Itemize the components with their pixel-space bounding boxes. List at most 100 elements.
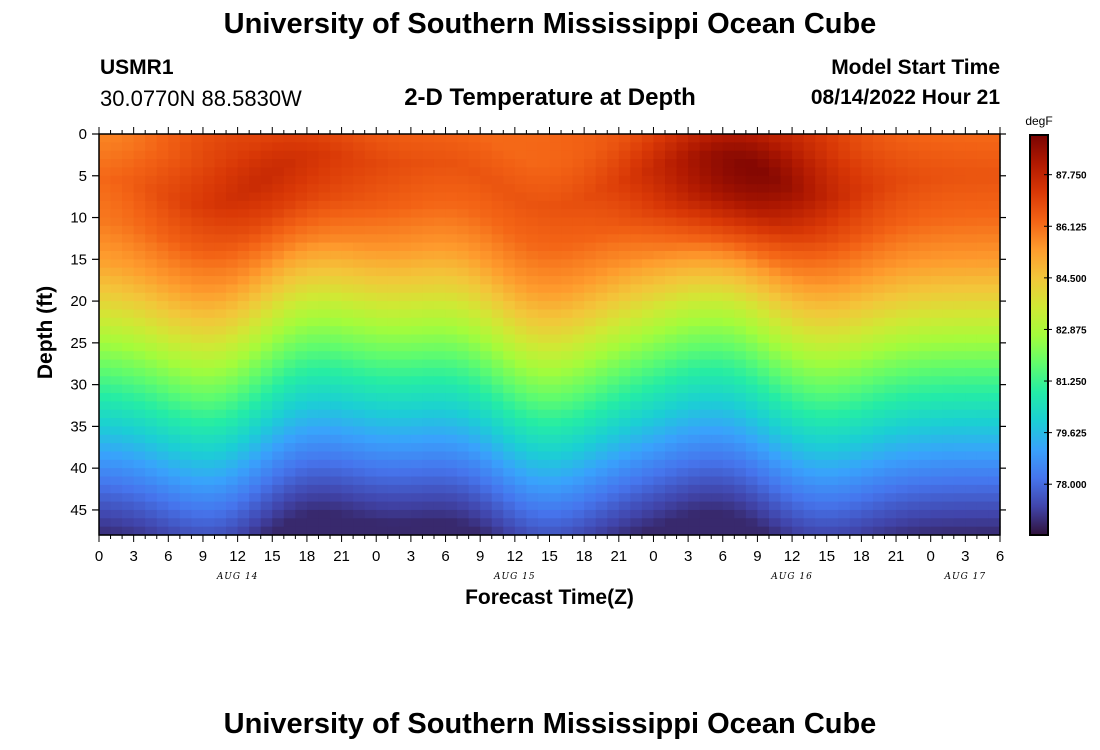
heatmap-cell (595, 250, 608, 260)
heatmap-cell (145, 317, 158, 327)
heatmap-cell (260, 267, 273, 277)
heatmap-cell (445, 175, 458, 185)
heatmap-cell (734, 401, 747, 411)
heatmap-cell (665, 367, 678, 377)
heatmap-cell (930, 234, 943, 244)
heatmap-cell (780, 217, 793, 227)
heatmap-cell (618, 468, 631, 478)
heatmap-cell (965, 359, 978, 369)
heatmap-cell (179, 501, 193, 511)
heatmap-cell (410, 359, 424, 369)
heatmap-cell (376, 259, 389, 269)
heatmap-cell (688, 443, 701, 453)
heatmap-cell (260, 142, 273, 152)
heatmap-cell (815, 334, 828, 344)
heatmap-cells (99, 134, 1001, 536)
heatmap-cell (503, 200, 516, 210)
heatmap-cell (688, 134, 701, 143)
heatmap-cell (364, 376, 377, 386)
heatmap-cell (122, 192, 135, 202)
x-tick-label: 12 (784, 548, 801, 565)
heatmap-cell (272, 359, 285, 369)
heatmap-cell (688, 159, 701, 169)
heatmap-cell (503, 142, 516, 152)
heatmap-cell (641, 359, 655, 369)
heatmap-cell (849, 426, 862, 436)
heatmap-cell (838, 526, 851, 536)
heatmap-cell (457, 259, 470, 269)
heatmap-cell (410, 159, 424, 169)
heatmap-cell (572, 476, 585, 486)
heatmap-cell (364, 175, 377, 185)
heatmap-cell (283, 459, 296, 469)
heatmap-cell (838, 351, 851, 361)
heatmap-cell (630, 401, 643, 411)
heatmap-cell (896, 250, 909, 260)
heatmap-cell (780, 434, 793, 444)
heatmap-cell (480, 209, 493, 219)
heatmap-cell (191, 418, 204, 427)
heatmap-cell (145, 217, 158, 227)
heatmap-cell (884, 468, 897, 478)
heatmap-cell (676, 451, 689, 461)
heatmap-cell (387, 292, 400, 302)
heatmap-cell (665, 259, 678, 269)
heatmap-cell (930, 342, 943, 352)
heatmap-cell (318, 150, 331, 160)
heatmap-cell (364, 142, 377, 152)
heatmap-cell (884, 401, 897, 411)
heatmap-cell (99, 342, 112, 352)
heatmap-cell (907, 351, 920, 361)
heatmap-cell (595, 192, 608, 202)
heatmap-cell (330, 159, 343, 169)
heatmap-cell (792, 334, 805, 344)
heatmap-cell (249, 276, 262, 285)
heatmap-cell (930, 501, 943, 511)
heatmap-cell (179, 134, 193, 143)
heatmap-cell (826, 401, 839, 411)
heatmap-cell (653, 234, 666, 244)
heatmap-cell (942, 326, 955, 336)
heatmap-cell (965, 292, 978, 302)
heatmap-cell (572, 526, 585, 536)
heatmap-cell (734, 284, 747, 294)
heatmap-cell (872, 367, 886, 377)
heatmap-cell (214, 167, 227, 177)
heatmap-cell (815, 367, 828, 377)
heatmap-cell (249, 392, 262, 402)
heatmap-cell (676, 334, 689, 344)
heatmap-cell (699, 443, 712, 453)
heatmap-cell (711, 443, 724, 453)
heatmap-cell (283, 518, 296, 528)
heatmap-cell (133, 459, 146, 469)
heatmap-cell (607, 351, 620, 361)
heatmap-cell (572, 434, 585, 444)
heatmap-cell (341, 209, 354, 219)
heatmap-cell (803, 409, 816, 419)
heatmap-cell (699, 384, 712, 394)
heatmap-cell (942, 376, 955, 386)
heatmap-cell (191, 192, 204, 202)
heatmap-cell (145, 209, 158, 219)
heatmap-cell (942, 501, 955, 511)
heatmap-cell (676, 392, 689, 402)
heatmap-cell (665, 159, 678, 169)
heatmap-cell (330, 493, 343, 503)
heatmap-cell (422, 468, 435, 478)
heatmap-cell (433, 418, 447, 427)
heatmap-cell (768, 468, 782, 478)
heatmap-cell (168, 225, 181, 235)
heatmap-cell (988, 509, 1001, 519)
heatmap-cell (942, 167, 955, 177)
heatmap-cell (330, 526, 343, 536)
heatmap-cell (191, 250, 204, 260)
heatmap-cell (387, 484, 400, 494)
heatmap-cell (884, 434, 897, 444)
heatmap-cell (595, 267, 608, 277)
heatmap-cell (757, 376, 770, 386)
heatmap-cell (514, 459, 527, 469)
heatmap-cell (803, 225, 816, 235)
heatmap-cell (468, 184, 481, 194)
heatmap-cell (699, 217, 712, 227)
heatmap-cell (133, 334, 146, 344)
